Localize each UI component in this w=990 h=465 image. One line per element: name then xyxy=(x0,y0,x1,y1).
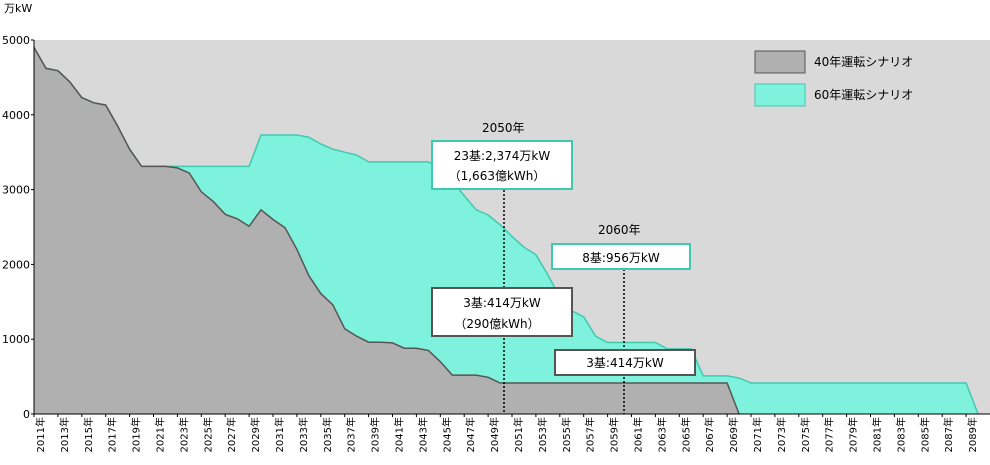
callout-upper-2050-line1: 23基:2,374万kW xyxy=(454,149,551,163)
legend: 40年運転シナリオ 60年運転シナリオ xyxy=(754,50,913,107)
x-tick-label: 2043年 xyxy=(416,417,429,452)
x-ticks: 2011年 2013年 2015年 2017年 2019年 2021年 2023年 2025年… xyxy=(33,414,979,452)
x-tick-label: 2019年 xyxy=(130,417,143,452)
y-tick-label: 3000 xyxy=(2,184,30,197)
legend-label-60: 60年運転シナリオ xyxy=(814,88,913,102)
x-tick-label: 2057年 xyxy=(584,417,597,452)
x-tick-label: 2085年 xyxy=(918,417,931,452)
x-tick-label: 2079年 xyxy=(847,417,860,452)
x-tick-label: 2061年 xyxy=(632,417,645,452)
x-tick-label: 2029年 xyxy=(249,417,262,452)
annotation-2060: 2060年 8基:956万kW 3基:414万kW xyxy=(551,223,696,414)
callout-upper-2050 xyxy=(431,140,573,190)
legend-swatch-60 xyxy=(754,83,806,107)
x-tick-label: 2065年 xyxy=(679,417,692,452)
x-tick-label: 2017年 xyxy=(106,417,119,452)
annotation-2050: 2050年 23基:2,374万kW （1,663億kWh） 3基:414万kW… xyxy=(431,121,573,414)
x-tick-label: 2077年 xyxy=(823,417,836,452)
x-tick-label: 2049年 xyxy=(488,417,501,452)
x-tick-label: 2021年 xyxy=(154,417,167,452)
x-tick-label: 2013年 xyxy=(58,417,71,452)
x-tick-label: 2051年 xyxy=(512,417,525,452)
x-tick-label: 2073年 xyxy=(775,417,788,452)
series-line-1 xyxy=(33,47,740,415)
callout-lower-2050-line2: （290億kWh） xyxy=(454,317,539,331)
x-tick-label: 2063年 xyxy=(655,417,668,452)
callout-lower-2060 xyxy=(554,349,696,376)
x-tick-label: 2075年 xyxy=(799,417,812,452)
x-tick-label: 2059年 xyxy=(608,417,621,452)
x-tick-label: 2081年 xyxy=(871,417,884,452)
x-tick-label: 2089年 xyxy=(966,417,979,452)
x-tick-label: 2045年 xyxy=(440,417,453,452)
annotation-year-2060: 2060年 xyxy=(598,223,641,237)
x-tick-label: 2035年 xyxy=(321,417,334,452)
annotation-year-2050: 2050年 xyxy=(482,121,525,135)
x-tick-label: 2041年 xyxy=(393,417,406,452)
callout-lower-2050 xyxy=(431,287,573,337)
x-tick-label: 2023年 xyxy=(177,417,190,452)
y-tick-label: 4000 xyxy=(2,109,30,122)
x-tick-label: 2053年 xyxy=(536,417,549,452)
callout-lower-2060-line1: 3基:414万kW xyxy=(586,356,664,370)
x-tick-label: 2011年 xyxy=(34,417,47,452)
callout-lower-2050-line1: 3基:414万kW xyxy=(463,296,541,310)
x-tick-label: 2027年 xyxy=(225,417,238,452)
y-tick-label: 5000 xyxy=(2,34,30,47)
x-tick-label: 2039年 xyxy=(369,417,382,452)
y-ticks: 0 1000 2000 3000 4000 5000 xyxy=(2,34,34,421)
x-tick-label: 2083年 xyxy=(894,417,907,452)
x-tick-label: 2047年 xyxy=(464,417,477,452)
x-tick-label: 2055年 xyxy=(560,417,573,452)
x-tick-label: 2069年 xyxy=(727,417,740,452)
x-tick-label: 2033年 xyxy=(297,417,310,452)
x-tick-label: 2015年 xyxy=(82,417,95,452)
callout-upper-2060-line1: 8基:956万kW xyxy=(582,251,660,265)
y-tick-label: 2000 xyxy=(2,258,30,271)
series-line-0 xyxy=(33,47,979,415)
area-layer xyxy=(33,47,979,415)
x-tick-label: 2037年 xyxy=(345,417,358,452)
x-tick-label: 2025年 xyxy=(201,417,214,452)
legend-swatch-40 xyxy=(754,50,806,74)
callout-upper-2060 xyxy=(551,243,691,270)
legend-label-40: 40年運転シナリオ xyxy=(814,55,913,69)
x-tick-label: 2031年 xyxy=(273,417,286,452)
series-area-1 xyxy=(34,47,740,414)
y-tick-label: 1000 xyxy=(2,333,30,346)
y-unit-label: 万kW xyxy=(4,2,32,15)
callout-upper-2050-line2: （1,663億kWh） xyxy=(449,169,546,183)
x-tick-label: 2071年 xyxy=(751,417,764,452)
y-tick-label: 0 xyxy=(23,408,30,421)
x-tick-label: 2087年 xyxy=(942,417,955,452)
x-tick-label: 2067年 xyxy=(703,417,716,452)
